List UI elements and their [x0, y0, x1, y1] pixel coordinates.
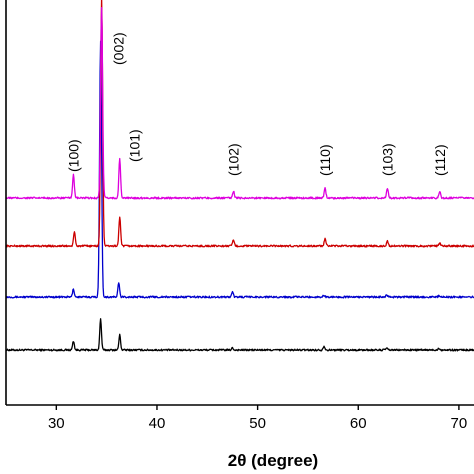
plot-area: [5, 0, 474, 352]
peak-label: (101): [127, 129, 143, 162]
peak-label: (112): [432, 144, 448, 176]
x-ticks: 30 40 50 60 70: [48, 405, 467, 432]
x-tick-label: 60: [350, 415, 367, 432]
x-tick-label: 30: [48, 415, 65, 432]
x-tick-label: 40: [149, 415, 166, 432]
series-line: [5, 0, 474, 248]
peak-label: (103): [379, 143, 395, 176]
series-line: [5, 40, 474, 299]
peak-label: (110): [317, 144, 333, 176]
peak-label: (100): [65, 139, 81, 172]
x-tick-label: 50: [249, 415, 266, 432]
series-line: [5, 318, 474, 352]
peak-label: (002): [111, 32, 127, 65]
x-tick-label: 70: [451, 415, 468, 432]
x-axis-title: 2θ (degree): [228, 451, 318, 470]
peak-label: (102): [225, 143, 241, 176]
peak-labels: (100) (002) (101) (102) (110) (103) (112): [65, 32, 447, 176]
series-line: [5, 7, 474, 200]
